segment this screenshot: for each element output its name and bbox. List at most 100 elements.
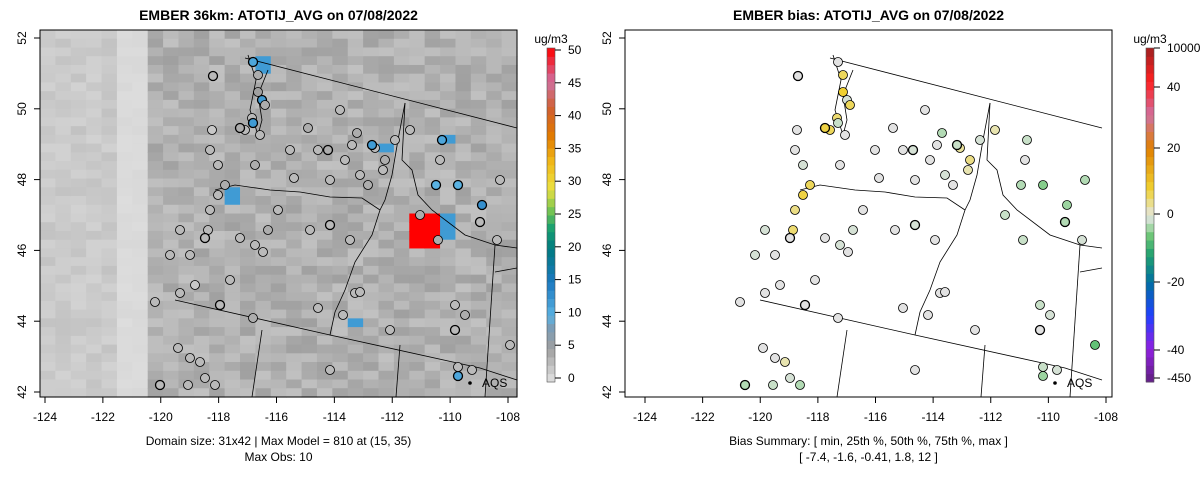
model-grid-cell [240,152,257,162]
model-grid-cell [270,388,287,398]
model-grid-cell [424,222,441,232]
model-grid-cell [224,126,241,136]
model-grid-cell [147,134,164,145]
model-grid-cell [316,300,333,311]
model-grid-cell [378,300,395,311]
model-grid-cell [455,300,472,311]
model-grid-cell [486,30,503,40]
model-grid-cell [86,99,103,110]
model-grid-cell [316,187,333,197]
model-grid-cell [55,274,72,285]
model-grid-cell [116,108,133,118]
model-grid-cell [424,388,441,398]
model-grid-cell [240,248,257,258]
model-grid-cell [147,143,164,153]
model-grid-cell [378,222,395,232]
model-grid-cell [40,30,56,40]
model-grid-cell [316,134,333,145]
model-grid-cell [101,117,118,127]
model-grid-cell [132,309,149,319]
model-grid-cell [40,222,56,232]
model-grid-cell [147,388,164,398]
model-grid-cell [178,265,195,276]
model-grid-cell [101,82,118,92]
model-grid-cell [347,178,364,188]
model-grid-cell [363,300,380,311]
station-marker [347,140,357,150]
model-grid-cell [163,82,180,92]
plot-frame [39,29,518,398]
model-grid-cell [86,82,103,92]
colorbar-segment [547,114,555,124]
colorbar-segment [1146,298,1154,308]
model-grid-cell [70,213,87,223]
model-grid-cell [424,91,441,101]
station-marker [325,365,335,375]
model-grid-cell [240,239,257,250]
model-grid-cell [163,222,180,232]
model-grid-cell [224,169,241,180]
model-grid-cell [101,283,118,293]
x-tick-label: -110 [439,410,462,424]
model-grid-cell [455,222,472,232]
model-grid-cell [86,379,103,389]
model-grid-cell [209,257,226,267]
model-grid-cell [286,56,303,66]
model-grid-cell [347,187,364,197]
colorbar-segment [1146,248,1154,258]
model-panel: EMBER 36km: ATOTIJ_AVG on 07/08/2022AQS-… [15,7,520,464]
model-grid-cell [363,265,380,276]
station-marker [1016,180,1026,190]
model-grid-cell [363,344,380,354]
station-marker [213,190,223,200]
model-grid-cell [255,169,272,180]
model-grid-cell [40,388,56,398]
model-grid-cell [378,161,395,171]
model-grid-cell [193,117,210,127]
model-grid-cell [116,30,133,40]
model-grid-cell [486,274,503,285]
colorbar-segment [547,139,555,149]
model-grid-cell [440,108,457,118]
colorbar-segment [1146,265,1154,274]
model-grid-cell [286,126,303,136]
model-grid-cell [455,38,472,49]
model-grid-cell [224,56,241,66]
model-grid-cell [316,117,333,127]
station-marker [848,225,858,235]
model-grid-cell [486,38,503,49]
station-marker [805,180,815,190]
model-grid-cell [209,64,226,75]
model-grid-cell [209,388,226,398]
model-grid-cell [101,335,118,346]
model-grid-cell [332,362,349,372]
model-grid-cell [455,265,472,276]
model-grid-cell [286,309,303,319]
model-grid-cell [332,161,349,171]
model-grid-cell [301,309,318,319]
model-grid-cell [486,230,503,241]
model-grid-cell [209,265,226,276]
model-grid-cell [209,143,226,153]
model-grid-cell [209,283,226,293]
model-grid-cell [501,213,518,223]
model-grid-cell [40,178,56,188]
model-grid-cell [455,196,472,206]
model-grid-cell [255,187,272,197]
model-grid-cell [116,117,133,127]
model-grid-cell [363,134,380,145]
model-grid-cell [486,388,503,398]
model-grid-cell [70,274,87,285]
model-grid-cell [116,143,133,153]
model-grid-cell [240,73,257,84]
x-tick-label: -108 [1094,410,1118,424]
model-grid-cell [209,292,226,302]
model-grid-cell [163,204,180,215]
caption-line-1: Bias Summary: [ min, 25th %, 50th %, 75t… [729,434,1008,448]
model-grid-cell [86,388,103,398]
model-grid-cell [70,134,87,145]
model-grid-cell [316,91,333,101]
model-grid-cell [501,379,518,389]
model-grid-cell [116,64,133,75]
model-grid-cell [270,222,287,232]
